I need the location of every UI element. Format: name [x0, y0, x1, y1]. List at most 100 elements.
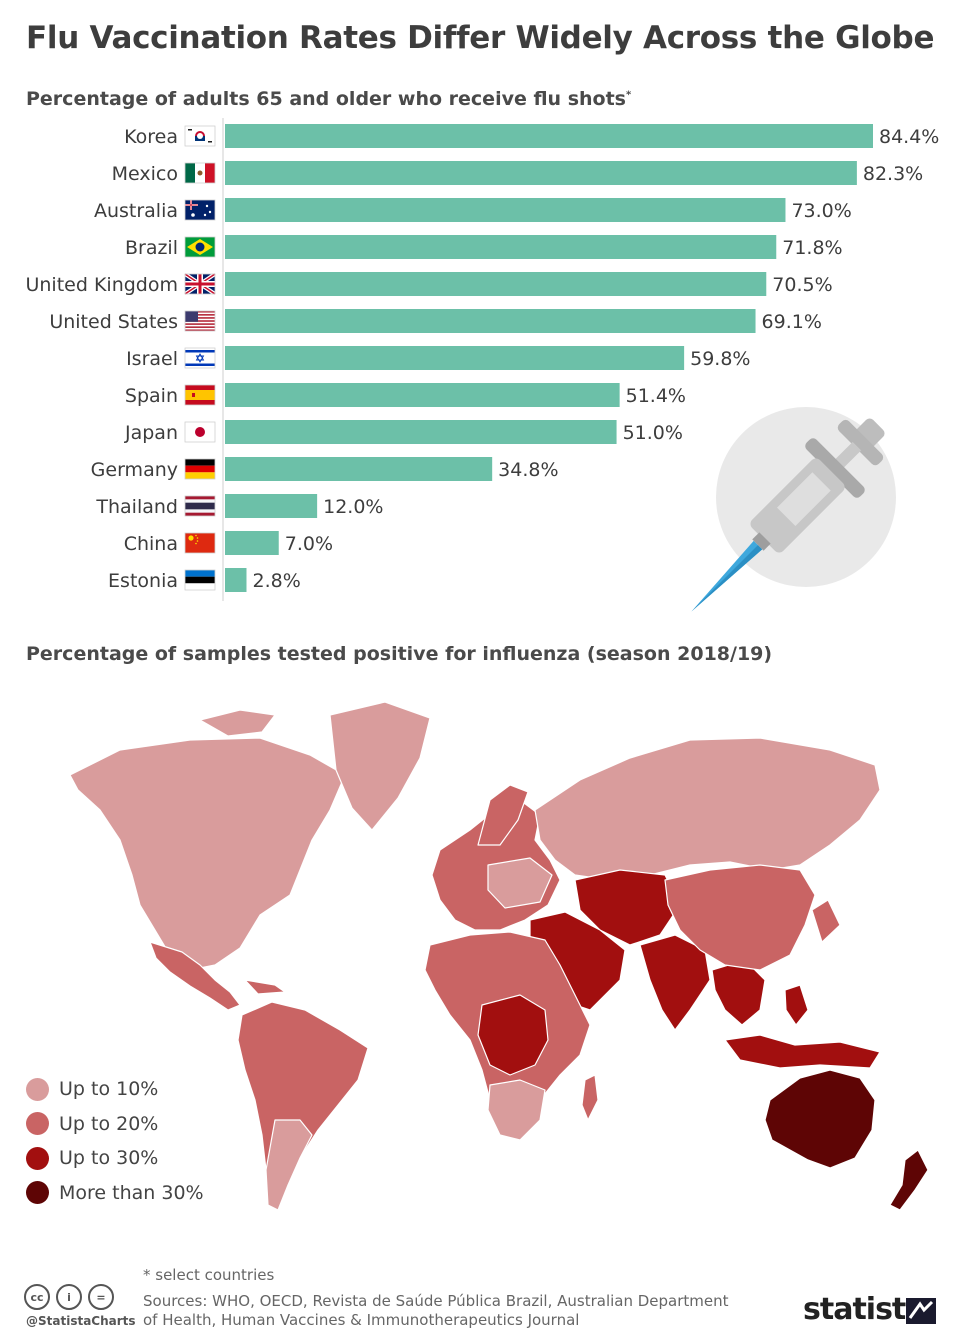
bar [225, 272, 767, 296]
no-derivatives-icon: = [88, 1284, 114, 1310]
category-label: Spain [125, 385, 178, 407]
germany-flag-icon [184, 458, 216, 480]
scandinavia-region [477, 784, 529, 846]
mexico-region [149, 941, 241, 1011]
bar [225, 531, 279, 555]
caribbean-region [244, 979, 286, 995]
legend-label: Up to 20% [59, 1112, 159, 1135]
category-label: Estonia [108, 570, 178, 592]
category-label: China [124, 533, 178, 555]
bar [225, 568, 247, 592]
value-label: 73.0% [791, 200, 851, 222]
thailand-flag-icon [184, 495, 216, 517]
page-title: Flu Vaccination Rates Differ Widely Acro… [26, 20, 935, 56]
china-region [664, 864, 816, 971]
category-label: Germany [91, 459, 178, 481]
footer: * select countries Sources: WHO, OECD, R… [0, 1262, 960, 1344]
legend-label: Up to 10% [59, 1078, 159, 1101]
greenland-region [329, 701, 431, 831]
attribution-icon: i [56, 1284, 82, 1310]
value-label: 12.0% [323, 496, 383, 518]
central-europe-region [487, 857, 553, 909]
korea-japan-region [811, 899, 841, 943]
creative-commons-icon: cc [24, 1284, 50, 1310]
value-label: 70.5% [772, 274, 832, 296]
japan-flag-icon [184, 421, 216, 443]
legend-swatch [26, 1146, 49, 1170]
bar [225, 198, 786, 222]
vaccination-subtitle: Percentage of adults 65 and older who re… [26, 88, 631, 110]
israel-flag-icon [184, 347, 216, 369]
subtitle-footnote-mark: * [625, 89, 632, 101]
vaccination-bar-chart: Korea 84.4% Mexico 82.3% Australia 73.0% Brazi… [25, 118, 939, 601]
category-label: Korea [124, 126, 178, 148]
legend-item: More than 30% [26, 1176, 204, 1211]
indonesia-region [724, 1034, 881, 1069]
category-label: United Kingdom [25, 274, 178, 296]
arctic-islands [199, 709, 276, 737]
estonia-flag-icon [184, 569, 216, 591]
legend-label: More than 30% [59, 1181, 204, 1204]
map-legend: Up to 10% Up to 20% Up to 30% More than … [26, 1072, 204, 1210]
sources-line: of Health, Human Vaccines & Immunotherap… [143, 1311, 580, 1329]
value-label: 51.0% [623, 422, 683, 444]
north-america-region [69, 737, 346, 971]
sources: Sources: WHO, OECD, Revista de Saúde Púb… [143, 1292, 743, 1330]
value-label: 51.4% [626, 385, 686, 407]
value-label: 34.8% [498, 459, 558, 481]
category-label: Israel [126, 348, 178, 370]
twitter-handle[interactable]: @StatistaCharts [26, 1314, 136, 1328]
legend-item: Up to 20% [26, 1107, 204, 1142]
value-label: 2.8% [252, 570, 300, 592]
value-label: 84.4% [879, 126, 939, 148]
value-label: 82.3% [863, 163, 923, 185]
brazil-flag-icon [184, 236, 216, 258]
world-map [69, 701, 929, 1211]
value-label: 59.8% [690, 348, 750, 370]
legend-item: Up to 10% [26, 1072, 204, 1107]
legend-swatch [26, 1112, 49, 1136]
south-america-region [237, 1001, 369, 1211]
license-icons[interactable]: cc i = [24, 1284, 114, 1310]
usa-flag-icon [184, 310, 216, 332]
southern-africa-region [487, 1079, 546, 1141]
syringe-icon [691, 407, 896, 612]
value-label: 71.8% [782, 237, 842, 259]
korea-flag-icon [184, 125, 216, 147]
russia-region [534, 737, 881, 881]
statista-logo[interactable]: statista [803, 1292, 926, 1327]
madagascar-region [581, 1074, 599, 1121]
legend-swatch [26, 1077, 49, 1101]
bar [225, 235, 777, 259]
category-label: Brazil [125, 237, 178, 259]
footnote: * select countries [143, 1266, 275, 1284]
bar [225, 124, 873, 148]
central-asia-region [574, 869, 681, 946]
value-label: 69.1% [762, 311, 822, 333]
category-label: Thailand [95, 496, 178, 518]
south-asia-region [639, 934, 711, 1031]
philippines-region [784, 984, 809, 1026]
category-label: Japan [124, 422, 178, 444]
australia-flag-icon [184, 199, 216, 221]
value-label: 7.0% [285, 533, 333, 555]
bar [225, 309, 756, 333]
legend-swatch [26, 1181, 49, 1205]
spain-flag-icon [184, 384, 216, 406]
legend-item: Up to 30% [26, 1141, 204, 1176]
category-label: United States [49, 311, 178, 333]
legend-label: Up to 30% [59, 1147, 159, 1170]
category-label: Mexico [112, 163, 178, 185]
australia-region [764, 1069, 876, 1169]
new-zealand-region [889, 1149, 929, 1211]
bar [225, 494, 318, 518]
mexico-flag-icon [184, 162, 216, 184]
bar [225, 346, 685, 370]
bar [225, 383, 620, 407]
bar [225, 161, 857, 185]
southern-cone-region [265, 1119, 313, 1211]
statista-logo-icon [906, 1298, 936, 1324]
bar [225, 457, 493, 481]
vaccination-subtitle-text: Percentage of adults 65 and older who re… [26, 88, 626, 110]
central-africa-region [477, 994, 549, 1076]
